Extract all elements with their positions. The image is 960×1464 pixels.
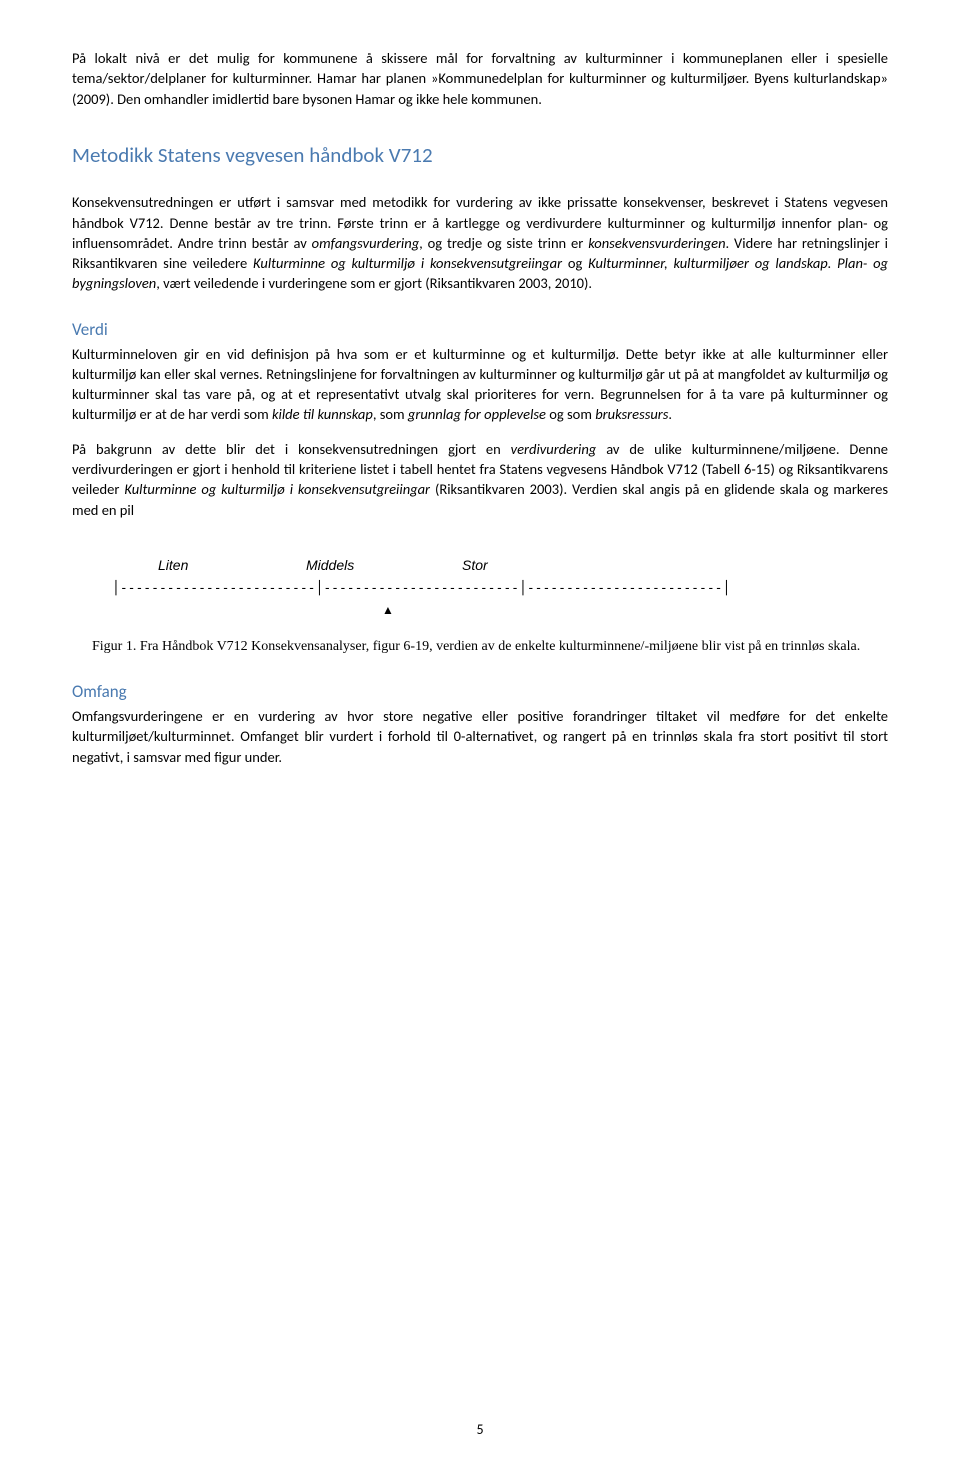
text-italic: grunnlag for opplevelse xyxy=(408,405,546,423)
heading-omfang: Omfang xyxy=(72,680,888,704)
scale-labels: Liten Middels Stor xyxy=(112,556,888,576)
page-number: 5 xyxy=(476,1420,483,1440)
text-italic: Kulturminne og kulturmiljø i konsekvensu… xyxy=(253,254,562,272)
text-italic: Kulturminne og kulturmiljø i konsekvensu… xyxy=(124,480,430,498)
scale-label-liten: Liten xyxy=(158,556,238,576)
verdi-paragraph-2: På bakgrunn av dette blir det i konsekve… xyxy=(72,439,888,520)
heading-verdi: Verdi xyxy=(72,318,888,342)
text: , som xyxy=(373,405,408,423)
metodikk-paragraph: Konsekvensutredningen er utført i samsva… xyxy=(72,192,888,293)
text-italic: omfangsvurdering xyxy=(312,234,420,252)
scale-line: │-------------------------│-------------… xyxy=(112,580,888,598)
text-italic: bruksressurs xyxy=(595,405,668,423)
text: og som xyxy=(546,405,595,423)
text: og xyxy=(562,254,588,272)
scale-arrow-icon: ▲ xyxy=(382,602,888,619)
verdi-paragraph-1: Kulturminneloven gir en vid definisjon p… xyxy=(72,344,888,425)
scale-label-stor: Stor xyxy=(462,556,488,576)
figure-caption: Figur 1. Fra Håndbok V712 Konsekvensanal… xyxy=(92,637,888,657)
text: , og tredje og siste trinn er xyxy=(419,234,588,252)
text: På bakgrunn av dette blir det i konsekve… xyxy=(72,440,511,458)
heading-metodikk: Metodikk Statens vegvesen håndbok V712 xyxy=(72,141,888,170)
text-italic: verdivurdering xyxy=(511,440,597,458)
scale-figure: Liten Middels Stor │--------------------… xyxy=(112,556,888,619)
text: . xyxy=(668,405,672,423)
text: , vært veiledende i vurderingene som er … xyxy=(156,274,592,292)
scale-label-middels: Middels xyxy=(306,556,396,576)
intro-paragraph: På lokalt nivå er det mulig for kommunen… xyxy=(72,48,888,109)
omfang-paragraph: Omfangsvurderingene er en vurdering av h… xyxy=(72,706,888,767)
text-italic: kilde til kunnskap xyxy=(272,405,373,423)
text-italic: konsekvensvurderingen xyxy=(588,234,725,252)
